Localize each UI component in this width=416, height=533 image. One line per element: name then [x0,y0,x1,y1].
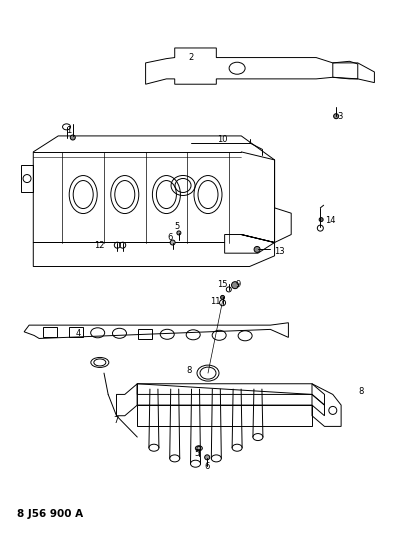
Text: 3: 3 [338,112,343,120]
Text: 8: 8 [359,387,364,396]
Text: 12: 12 [94,241,105,249]
Bar [69,327,83,337]
Text: 6: 6 [167,233,172,241]
Bar [43,327,57,337]
Text: 2: 2 [188,53,193,62]
Text: 6: 6 [205,463,210,471]
Ellipse shape [205,455,210,460]
Text: 13: 13 [274,247,285,256]
Ellipse shape [197,446,201,450]
Ellipse shape [220,295,225,300]
Text: 14: 14 [324,216,335,224]
Text: 15: 15 [217,280,228,288]
Text: 8: 8 [187,366,192,375]
Text: 5: 5 [195,449,200,457]
Ellipse shape [170,240,175,245]
Text: 7: 7 [113,416,118,424]
Text: 1: 1 [66,126,71,135]
Ellipse shape [334,114,339,119]
Bar [139,329,152,339]
Text: 11: 11 [210,297,221,305]
Ellipse shape [254,246,260,253]
Text: 9: 9 [235,280,240,288]
Text: 8 J56 900 A: 8 J56 900 A [17,510,83,519]
Ellipse shape [70,135,75,140]
Text: 10: 10 [217,135,228,144]
Text: 5: 5 [174,222,179,231]
Ellipse shape [319,217,323,222]
Ellipse shape [232,281,238,289]
Ellipse shape [177,231,181,235]
Text: 4: 4 [76,329,81,337]
